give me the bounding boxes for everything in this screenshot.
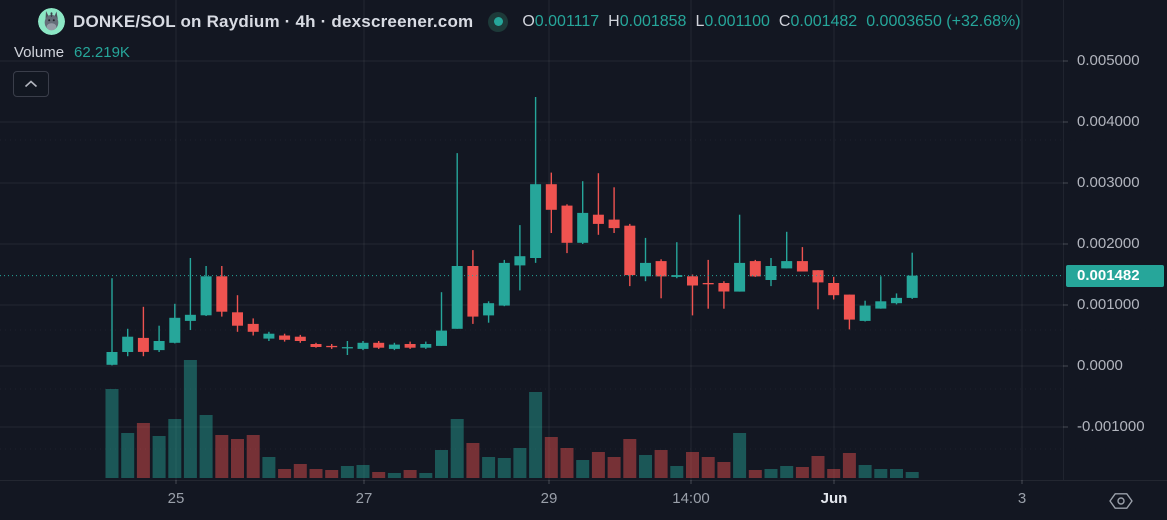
time-tick-label: Jun — [820, 490, 848, 507]
high-label: H — [608, 12, 620, 30]
close-value: 0.001482 — [790, 12, 858, 30]
change-absolute: 0.0003650 — [866, 12, 942, 30]
last-price-badge: 0.001482 — [1066, 265, 1164, 287]
price-axis[interactable]: 0.001482 0.005000 0.004000 0.003000 0.00200… — [1063, 0, 1167, 480]
volume-label: Volume — [14, 44, 65, 61]
time-tick-label: 3 — [1017, 490, 1027, 507]
time-tick-label: 25 — [167, 490, 185, 507]
token-logo — [38, 8, 65, 35]
chart-title: DONKE/SOL on Raydium · 4h · dexscreener.… — [73, 11, 474, 31]
low-value: 0.001100 — [704, 12, 770, 30]
time-tick-label: 27 — [355, 490, 373, 507]
open-label: O — [522, 12, 535, 30]
live-status-icon — [488, 11, 509, 32]
time-tick-label: 14:00 — [672, 490, 710, 507]
price-tick-label: 0.0000 — [1077, 357, 1123, 374]
change-percent: (+32.68%) — [946, 12, 1021, 30]
time-axis[interactable]: 25 27 29 14:00 Jun 3 — [0, 480, 1167, 520]
close-label: C — [778, 12, 791, 30]
chart-legend: DONKE/SOL on Raydium · 4h · dexscreener.… — [38, 8, 1021, 35]
chevron-up-icon — [24, 80, 38, 88]
high-value: 0.001858 — [619, 12, 687, 30]
price-tick-label: 0.003000 — [1077, 174, 1140, 191]
volume-value: 62.219K — [74, 44, 130, 61]
price-tick-label: 0.005000 — [1077, 52, 1140, 69]
collapse-legend-button[interactable] — [13, 71, 49, 97]
price-tick-label: -0.001000 — [1077, 418, 1145, 435]
price-tick-label: 0.004000 — [1077, 113, 1140, 130]
volume-readout: Volume 62.219K — [14, 44, 130, 61]
price-tick-label: 0.001000 — [1077, 296, 1140, 313]
price-tick-label: 0.002000 — [1077, 235, 1140, 252]
ohlc-readout: O0.001117 H0.001858 L0.001100 C0.001482 0.00… — [522, 13, 1020, 31]
chart-settings-button[interactable] — [1104, 487, 1138, 515]
hexagon-settings-icon — [1109, 493, 1133, 509]
low-label: L — [695, 12, 705, 30]
time-tick-label: 29 — [540, 490, 558, 507]
open-value: 0.001117 — [534, 12, 600, 30]
